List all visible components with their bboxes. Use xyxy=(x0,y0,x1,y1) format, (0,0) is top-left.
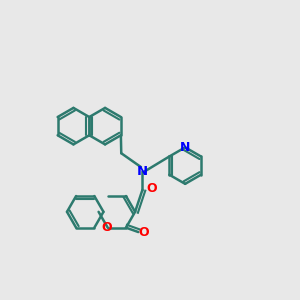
Text: N: N xyxy=(180,141,190,154)
Text: O: O xyxy=(146,182,157,195)
Text: O: O xyxy=(138,226,149,238)
Text: N: N xyxy=(137,165,148,178)
Text: O: O xyxy=(101,221,112,234)
